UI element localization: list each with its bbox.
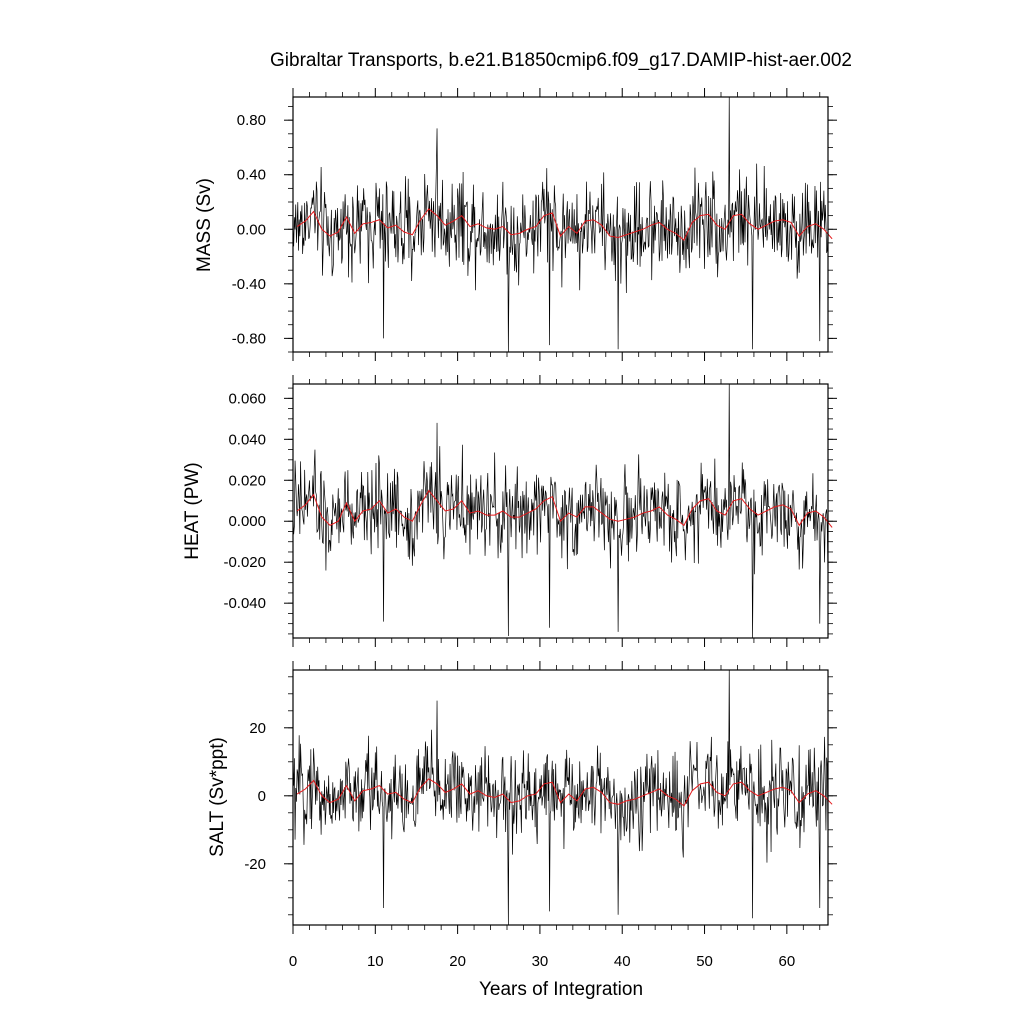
y-tick-label-heat-0-060: 0.060 bbox=[228, 390, 266, 407]
panel-salt: SALT (Sv*ppt) 20 0 -20 bbox=[207, 661, 837, 934]
y-tick-label-mass-0-40: 0.40 bbox=[237, 167, 266, 184]
x-tick-label-30: 30 bbox=[532, 953, 549, 970]
x-tick-label-40: 40 bbox=[614, 953, 631, 970]
y-tick-label-heat-0-000: 0.000 bbox=[228, 513, 266, 530]
plot-frame-salt bbox=[292, 669, 829, 926]
y-tick-label-mass-0-80: -0.80 bbox=[232, 330, 266, 347]
annual-mean-line-salt bbox=[296, 778, 833, 807]
annual-mean-line-mass bbox=[296, 208, 833, 241]
x-tick-label-60: 60 bbox=[779, 953, 796, 970]
y-tick-label-salt-20: 20 bbox=[249, 720, 266, 737]
x-tick-label-50: 50 bbox=[696, 953, 713, 970]
x-axis-ticks: 0 10 20 30 40 50 60 bbox=[289, 953, 795, 970]
annual-mean-line-heat bbox=[296, 489, 833, 528]
y-tick-label-heat-0-040: 0.040 bbox=[228, 431, 266, 448]
monthly-series-line-salt bbox=[292, 669, 829, 926]
x-tick-label-10: 10 bbox=[367, 953, 384, 970]
y-tick-label-mass-0-80: 0.80 bbox=[237, 112, 266, 129]
y-tick-label-heat-0-040: -0.040 bbox=[223, 595, 266, 612]
panel-heat: HEAT (PW) 0.060 0.040 0.020 0.000 -0.020 -0.0… bbox=[182, 375, 837, 647]
x-axis-label: Years of Integration bbox=[479, 979, 643, 1000]
y-tick-label-mass-0-40: -0.40 bbox=[232, 276, 266, 293]
chart-title: Gibraltar Transports, b.e21.B1850cmip6.f… bbox=[270, 50, 852, 71]
y-tick-label-heat-0-020: 0.020 bbox=[228, 472, 266, 489]
x-tick-label-20: 20 bbox=[449, 953, 466, 970]
plot-frame-heat bbox=[292, 383, 829, 639]
y-axis-label-mass: MASS (Sv) bbox=[194, 178, 215, 272]
y-tick-label-salt-0: 0 bbox=[258, 788, 266, 805]
x-tick-label-0: 0 bbox=[289, 953, 297, 970]
y-tick-label-salt-20: -20 bbox=[244, 856, 266, 873]
panel-mass: MASS (Sv) 0.80 0.40 0.00 -0.40 -0.80 bbox=[194, 88, 837, 361]
y-tick-label-heat-0-020: -0.020 bbox=[223, 554, 266, 571]
y-axis-label-salt: SALT (Sv*ppt) bbox=[207, 737, 228, 857]
y-tick-label-mass-0-00: 0.00 bbox=[237, 221, 266, 238]
monthly-series-line-heat bbox=[292, 383, 829, 639]
y-axis-label-heat: HEAT (PW) bbox=[182, 462, 203, 559]
plot-frame-mass bbox=[292, 96, 829, 353]
monthly-series-line-mass bbox=[292, 96, 829, 353]
